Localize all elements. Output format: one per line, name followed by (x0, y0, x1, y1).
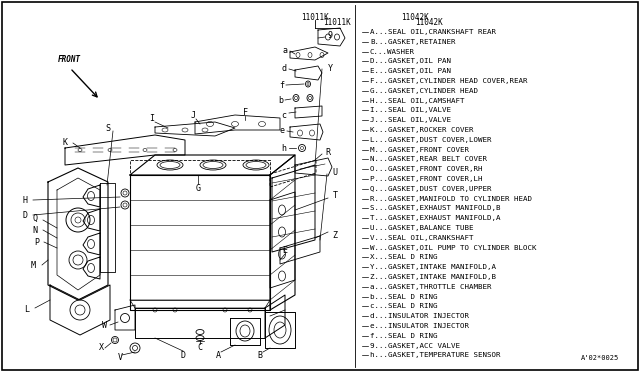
Text: V...SEAL OIL,CRANKSHAFT: V...SEAL OIL,CRANKSHAFT (370, 235, 474, 241)
Text: Z: Z (333, 231, 337, 240)
Text: H: H (22, 196, 28, 205)
Text: J...SEAL OIL,VALVE: J...SEAL OIL,VALVE (370, 117, 451, 123)
Text: K...GASKET,ROCKER COVER: K...GASKET,ROCKER COVER (370, 127, 474, 133)
Text: a: a (282, 45, 287, 55)
Text: 11042K: 11042K (415, 17, 443, 26)
Text: 9...GASKET,ACC VALVE: 9...GASKET,ACC VALVE (370, 343, 460, 349)
Text: d...INSULATOR INJECTOR: d...INSULATOR INJECTOR (370, 313, 469, 319)
Text: I...SEAL OIL,VALVE: I...SEAL OIL,VALVE (370, 108, 451, 113)
Text: FRONT: FRONT (58, 55, 81, 64)
Text: V: V (118, 353, 122, 362)
Text: 11011K: 11011K (301, 13, 329, 22)
Text: h...GASKET,TEMPERATURE SENSOR: h...GASKET,TEMPERATURE SENSOR (370, 352, 500, 358)
Text: D: D (180, 350, 186, 359)
Text: Q...GASKET,DUST COVER,UPPER: Q...GASKET,DUST COVER,UPPER (370, 186, 492, 192)
Text: d: d (282, 64, 287, 73)
Text: b: b (278, 96, 284, 105)
Text: N: N (33, 225, 38, 234)
Text: L: L (24, 305, 29, 314)
Text: S: S (106, 124, 111, 132)
Text: h: h (282, 144, 287, 153)
Text: G...GASKET,CYLINDER HEAD: G...GASKET,CYLINDER HEAD (370, 88, 478, 94)
Text: F...GASKET,CYLINDER HEAD COVER,REAR: F...GASKET,CYLINDER HEAD COVER,REAR (370, 78, 527, 84)
Text: P: P (35, 237, 40, 247)
Text: J: J (191, 110, 195, 119)
Text: M...GASKET,FRONT COVER: M...GASKET,FRONT COVER (370, 147, 469, 153)
Text: f...SEAL D RING: f...SEAL D RING (370, 333, 438, 339)
Text: C: C (198, 343, 202, 353)
Text: S...GASKET,EXHAUST MANIFOLD,B: S...GASKET,EXHAUST MANIFOLD,B (370, 205, 500, 211)
Text: U...GASKET,BALANCE TUBE: U...GASKET,BALANCE TUBE (370, 225, 474, 231)
Text: f: f (280, 80, 285, 90)
Text: M: M (31, 260, 35, 269)
Text: b...SEAL D RING: b...SEAL D RING (370, 294, 438, 299)
Text: 11042K: 11042K (401, 13, 429, 22)
Text: 11011K: 11011K (323, 17, 351, 26)
Text: Y: Y (328, 64, 333, 73)
Text: D...GASKET,OIL PAN: D...GASKET,OIL PAN (370, 58, 451, 64)
Text: X...SEAL D RING: X...SEAL D RING (370, 254, 438, 260)
Text: I: I (150, 113, 154, 122)
Text: Y...GASKET,INTAKE MANIFOLD,A: Y...GASKET,INTAKE MANIFOLD,A (370, 264, 496, 270)
Text: F: F (243, 108, 248, 116)
Text: K: K (63, 138, 67, 147)
Text: N...GASKET,REAR BELT COVER: N...GASKET,REAR BELT COVER (370, 156, 487, 163)
Text: Q: Q (33, 214, 38, 222)
Text: T...GASKET,EXHAUST MANIFOLD,A: T...GASKET,EXHAUST MANIFOLD,A (370, 215, 500, 221)
Text: E...GASKET,OIL PAN: E...GASKET,OIL PAN (370, 68, 451, 74)
Text: e: e (280, 125, 285, 135)
Text: D: D (22, 211, 28, 219)
Text: G: G (195, 183, 200, 192)
Text: B...GASKET,RETAINER: B...GASKET,RETAINER (370, 39, 456, 45)
Text: X: X (99, 343, 104, 353)
Text: T: T (333, 190, 337, 199)
Text: C...WASHER: C...WASHER (370, 49, 415, 55)
Text: W...GASKET,OIL PUMP TO CYLINDER BLOCK: W...GASKET,OIL PUMP TO CYLINDER BLOCK (370, 245, 536, 251)
Text: H...SEAL OIL,CAMSHAFT: H...SEAL OIL,CAMSHAFT (370, 97, 465, 103)
Text: A: A (216, 350, 221, 359)
Text: P...GASKET,FRONT COVER,LH: P...GASKET,FRONT COVER,LH (370, 176, 483, 182)
Text: A'02*0025: A'02*0025 (581, 355, 619, 361)
Text: W: W (102, 321, 108, 330)
Text: L...GASKET,DUST COVER,LOWER: L...GASKET,DUST COVER,LOWER (370, 137, 492, 143)
Text: R...GASKET,MANIFOLD TO CYLINDER HEAD: R...GASKET,MANIFOLD TO CYLINDER HEAD (370, 196, 532, 202)
Text: E: E (282, 246, 287, 254)
Text: c: c (282, 110, 287, 119)
Text: 9: 9 (328, 31, 333, 39)
Text: B: B (257, 350, 262, 359)
Text: A...SEAL OIL,CRANKSHAFT REAR: A...SEAL OIL,CRANKSHAFT REAR (370, 29, 496, 35)
Text: U: U (333, 167, 337, 176)
Text: a...GASKET,THROTTLE CHAMBER: a...GASKET,THROTTLE CHAMBER (370, 284, 492, 290)
Text: O...GASKET,FRONT COVER,RH: O...GASKET,FRONT COVER,RH (370, 166, 483, 172)
Text: Z...GASKET,INTAKE MANIFOLD,B: Z...GASKET,INTAKE MANIFOLD,B (370, 274, 496, 280)
Text: R: R (326, 148, 330, 157)
Text: c...SEAL D RING: c...SEAL D RING (370, 304, 438, 310)
Text: e...INSULATOR INJECTOR: e...INSULATOR INJECTOR (370, 323, 469, 329)
